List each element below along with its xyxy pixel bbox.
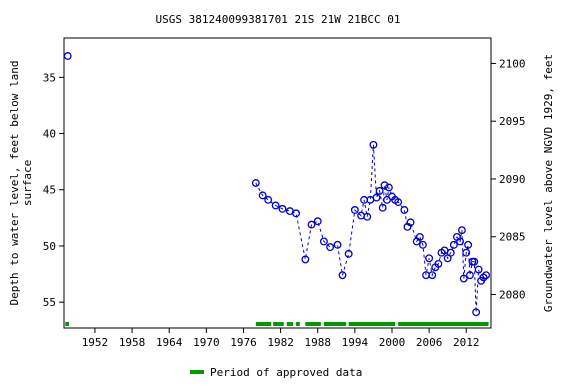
data-point: [394, 198, 403, 207]
data-point: [472, 308, 481, 317]
data-point: [470, 257, 479, 266]
data-point: [372, 193, 381, 202]
y2-tick-label: 2080: [499, 288, 526, 301]
approved-period: [255, 322, 272, 326]
data-point: [428, 271, 437, 280]
approved-period: [65, 322, 69, 326]
x-tick-label: 2000: [379, 336, 406, 349]
plot-frame: [63, 37, 492, 329]
approved-period: [398, 322, 489, 326]
data-point: [251, 179, 260, 187]
y-axis-label: Depth to water level, feet below landsur…: [8, 60, 34, 305]
x-tick-label: 1958: [119, 336, 146, 349]
data-point: [466, 271, 474, 280]
data-point: [292, 209, 301, 218]
y-tick-label: 50: [43, 240, 56, 253]
data-point: [456, 237, 465, 246]
y-tick-label: 40: [43, 128, 56, 141]
x-tick-label: 1976: [230, 336, 257, 349]
data-point: [319, 237, 328, 246]
y-tick-label: 35: [43, 71, 56, 84]
data-point: [301, 255, 310, 264]
data-point: [326, 243, 335, 252]
approved-period: [296, 322, 300, 326]
y2-tick-label: 2085: [499, 231, 526, 244]
x-tick-label: 1964: [156, 336, 183, 349]
data-point: [338, 271, 347, 280]
y-tick-label: 45: [43, 184, 56, 197]
data-point: [271, 201, 280, 210]
y-tick-label: 55: [43, 296, 56, 309]
data-point: [378, 203, 387, 212]
data-point: [479, 273, 488, 282]
data-point: [375, 186, 384, 195]
chart-title: USGS 381240099381701 21S 21W 21BCC 01: [155, 13, 400, 26]
data-point: [464, 240, 473, 249]
y2-tick-label: 2100: [499, 57, 526, 70]
data-point: [415, 233, 424, 241]
data-point: [418, 240, 427, 249]
data-point: [350, 206, 359, 214]
data-point: [406, 218, 415, 227]
data-point: [278, 204, 287, 213]
approved-period: [305, 322, 321, 326]
data-point: [457, 226, 466, 235]
data-point: [446, 248, 455, 257]
y2-tick-label: 2090: [499, 173, 526, 186]
approved-period: [286, 322, 293, 326]
data-point: [363, 212, 372, 221]
legend-label: Period of approved data: [210, 366, 362, 379]
data-point: [264, 195, 273, 204]
data-point: [258, 191, 267, 200]
data-point: [449, 240, 458, 249]
data-point: [400, 206, 409, 214]
data-point: [344, 249, 353, 258]
data-point: [63, 52, 72, 60]
data-point: [333, 240, 342, 249]
data-point: [425, 254, 434, 263]
data-point: [369, 140, 378, 149]
data-point: [313, 217, 322, 226]
data-point: [462, 248, 471, 257]
x-tick-label: 1952: [82, 336, 109, 349]
data-point: [380, 181, 389, 190]
x-tick-label: 2012: [453, 336, 480, 349]
approved-period: [348, 322, 396, 326]
data-point: [474, 265, 483, 274]
x-tick-label: 2006: [416, 336, 443, 349]
x-tick-label: 1994: [342, 336, 369, 349]
y2-axis-label: Groundwater level above NGVD 1929, feet: [542, 54, 555, 312]
y2-tick-label: 2095: [499, 115, 526, 128]
data-point: [384, 183, 393, 192]
data-point: [307, 220, 316, 229]
series-line: [255, 144, 487, 313]
x-tick-label: 1970: [193, 336, 220, 349]
approved-period: [323, 322, 347, 326]
data-point: [459, 274, 468, 283]
data-point: [434, 259, 443, 268]
x-tick-label: 1988: [304, 336, 331, 349]
approved-period: [273, 322, 284, 326]
data-point: [482, 271, 490, 280]
x-tick-label: 1982: [267, 336, 294, 349]
